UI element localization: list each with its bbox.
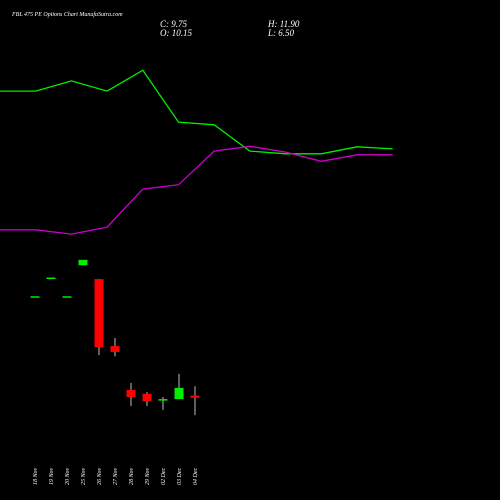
- candle-body: [158, 399, 168, 401]
- high-label: H: 11.90: [267, 19, 300, 29]
- candle-body: [110, 346, 120, 352]
- candle-body: [46, 277, 56, 279]
- x-tick-label: 26 Nov: [97, 467, 103, 485]
- candle-body: [94, 279, 104, 348]
- candle-body: [190, 395, 200, 398]
- x-tick-label: 18 Nov: [33, 467, 39, 485]
- indicator-line: [0, 145, 393, 235]
- chart-title: FBL 475 PE Options Chart MunafaSutra.com: [11, 11, 123, 18]
- candle-body: [78, 259, 88, 266]
- x-tick-label: 20 Nov: [65, 467, 71, 485]
- indicator-line: [0, 69, 393, 155]
- x-tick-label: 25 Nov: [81, 467, 87, 485]
- candle-body: [142, 393, 152, 402]
- x-tick-label: 03 Dec: [177, 468, 183, 485]
- x-tick-label: 27 Nov: [113, 467, 119, 485]
- open-label: O: 10.15: [160, 28, 192, 38]
- candle-body: [62, 296, 72, 298]
- close-label: C: 9.75: [160, 19, 188, 29]
- candle-body: [174, 387, 184, 400]
- candle-body: [126, 390, 136, 397]
- x-tick-label: 19 Nov: [49, 467, 55, 485]
- x-tick-label: 28 Nov: [129, 467, 135, 485]
- candle-body: [30, 296, 40, 298]
- low-label: L: 6.50: [267, 28, 295, 38]
- x-tick-label: 04 Dec: [192, 468, 199, 485]
- x-tick-label: 29 Nov: [145, 467, 151, 485]
- x-tick-label: 02 Dec: [161, 468, 167, 485]
